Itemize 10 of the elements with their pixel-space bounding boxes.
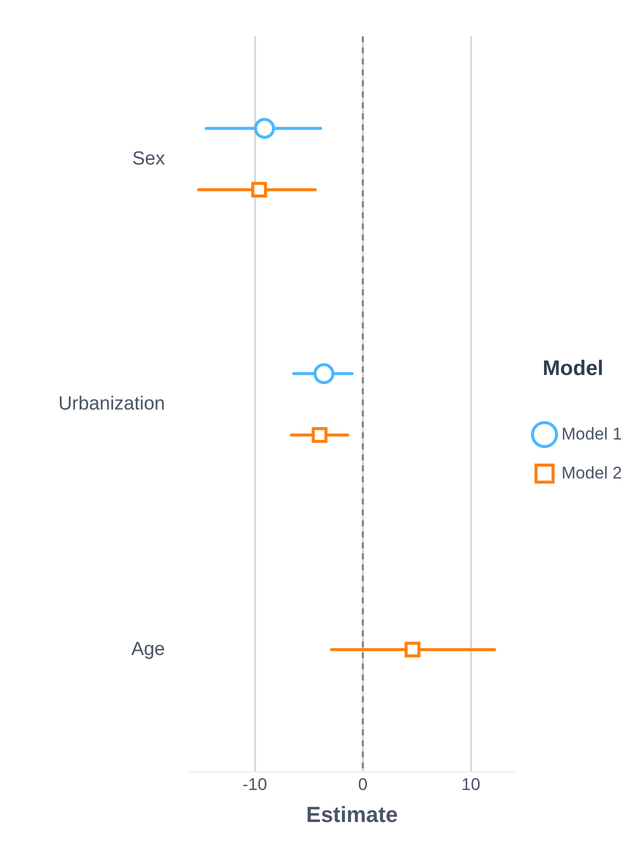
y-tick-label: Age [131,638,165,660]
y-tick-label: Sex [132,148,166,170]
x-tick-label: 0 [358,775,368,794]
legend-title: Model [542,357,604,380]
y-tick-label: Urbanization [58,394,165,415]
x-tick-label: -10 [242,775,268,794]
legend-label: Model 1 [562,424,622,444]
x-axis-title: Estimate [306,802,398,827]
x-tick-label: 10 [461,775,480,794]
legend-label: Model 2 [562,463,622,482]
